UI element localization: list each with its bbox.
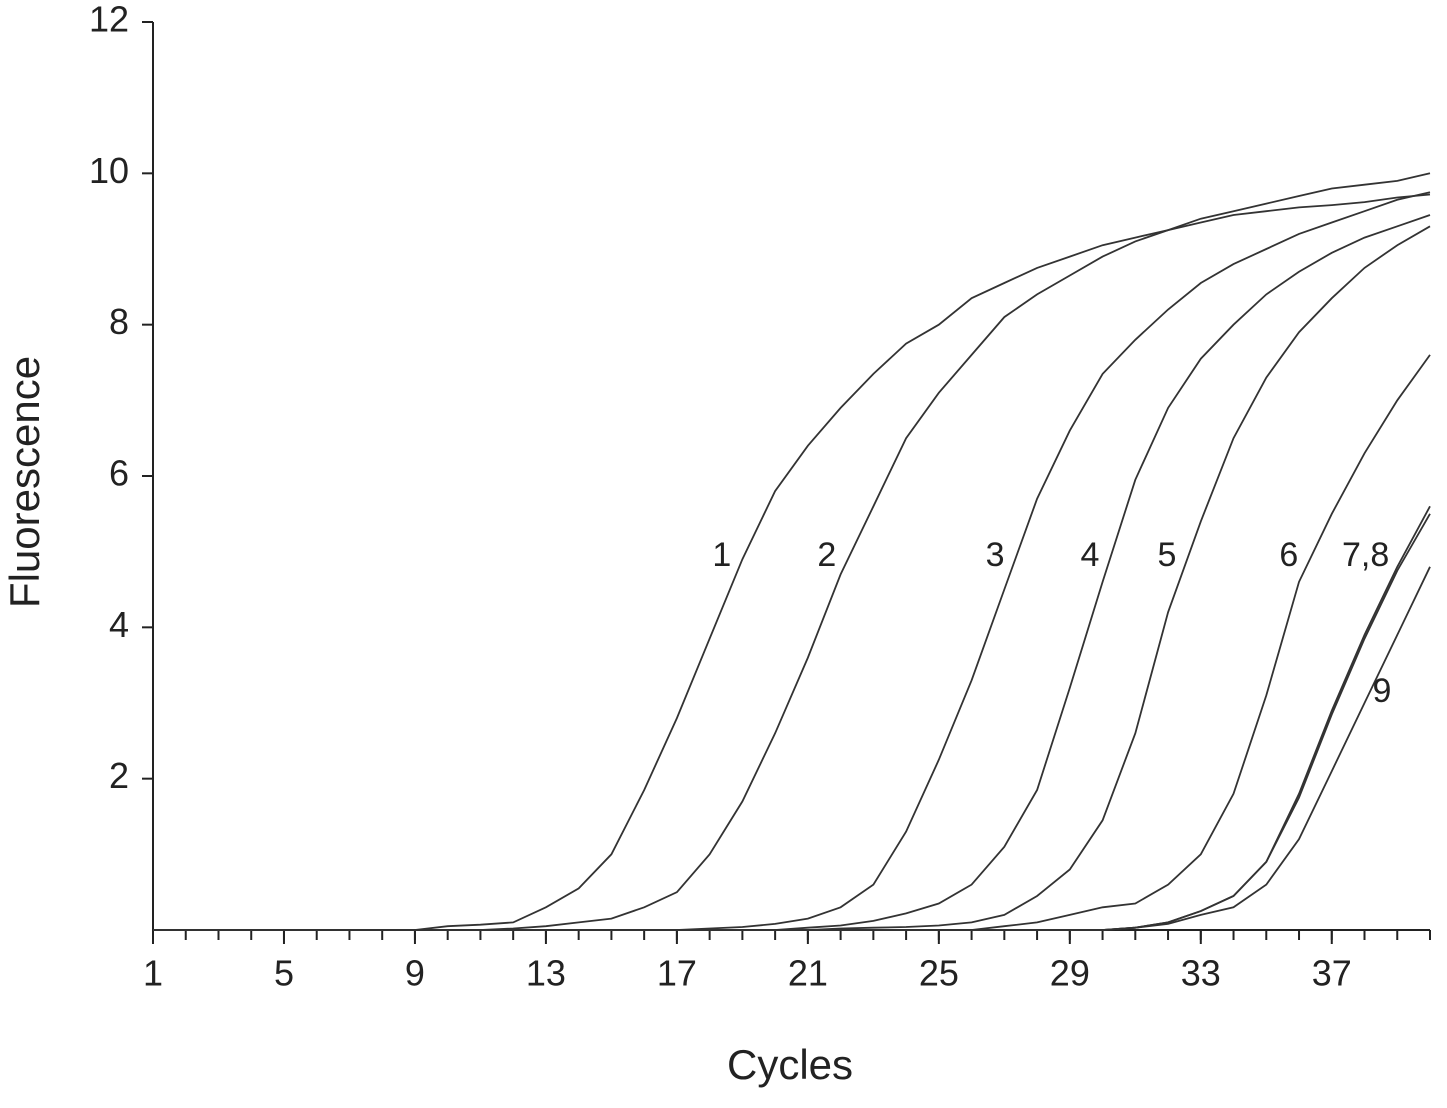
curve-label: 4 bbox=[1080, 536, 1099, 574]
y-tick-label: 8 bbox=[109, 301, 129, 342]
series-line bbox=[153, 513, 1431, 931]
curve-label: 6 bbox=[1279, 536, 1298, 574]
curve-label: 5 bbox=[1158, 536, 1177, 574]
curve-label: 1 bbox=[712, 536, 731, 574]
series-line bbox=[153, 354, 1431, 931]
x-tick-label: 21 bbox=[788, 953, 828, 994]
y-tick-label: 4 bbox=[109, 604, 129, 645]
x-tick-label: 9 bbox=[405, 953, 425, 994]
x-axis-title: Cycles bbox=[727, 1041, 853, 1088]
series-line bbox=[153, 191, 1431, 931]
curve-label: 7,8 bbox=[1342, 536, 1389, 574]
series-line bbox=[153, 214, 1431, 931]
x-tick-label: 33 bbox=[1181, 953, 1221, 994]
y-tick-label: 10 bbox=[89, 150, 129, 191]
x-tick-label: 25 bbox=[919, 953, 959, 994]
x-tick-label: 1 bbox=[143, 953, 163, 994]
x-tick-label: 17 bbox=[657, 953, 697, 994]
series-line bbox=[153, 566, 1431, 931]
series-line bbox=[153, 172, 1431, 931]
y-tick-label: 12 bbox=[89, 0, 129, 40]
series-line bbox=[153, 225, 1431, 931]
series-line bbox=[153, 505, 1431, 931]
y-axis-title: Fluorescence bbox=[1, 356, 48, 608]
x-tick-label: 29 bbox=[1050, 953, 1090, 994]
curve-label: 3 bbox=[986, 536, 1005, 574]
series-line bbox=[153, 193, 1431, 931]
curve-label: 2 bbox=[817, 536, 836, 574]
x-tick-label: 5 bbox=[274, 953, 294, 994]
x-tick-label: 37 bbox=[1312, 953, 1352, 994]
y-tick-label: 6 bbox=[109, 453, 129, 494]
x-tick-label: 13 bbox=[526, 953, 566, 994]
y-tick-label: 2 bbox=[109, 755, 129, 796]
curve-label: 9 bbox=[1373, 672, 1392, 710]
